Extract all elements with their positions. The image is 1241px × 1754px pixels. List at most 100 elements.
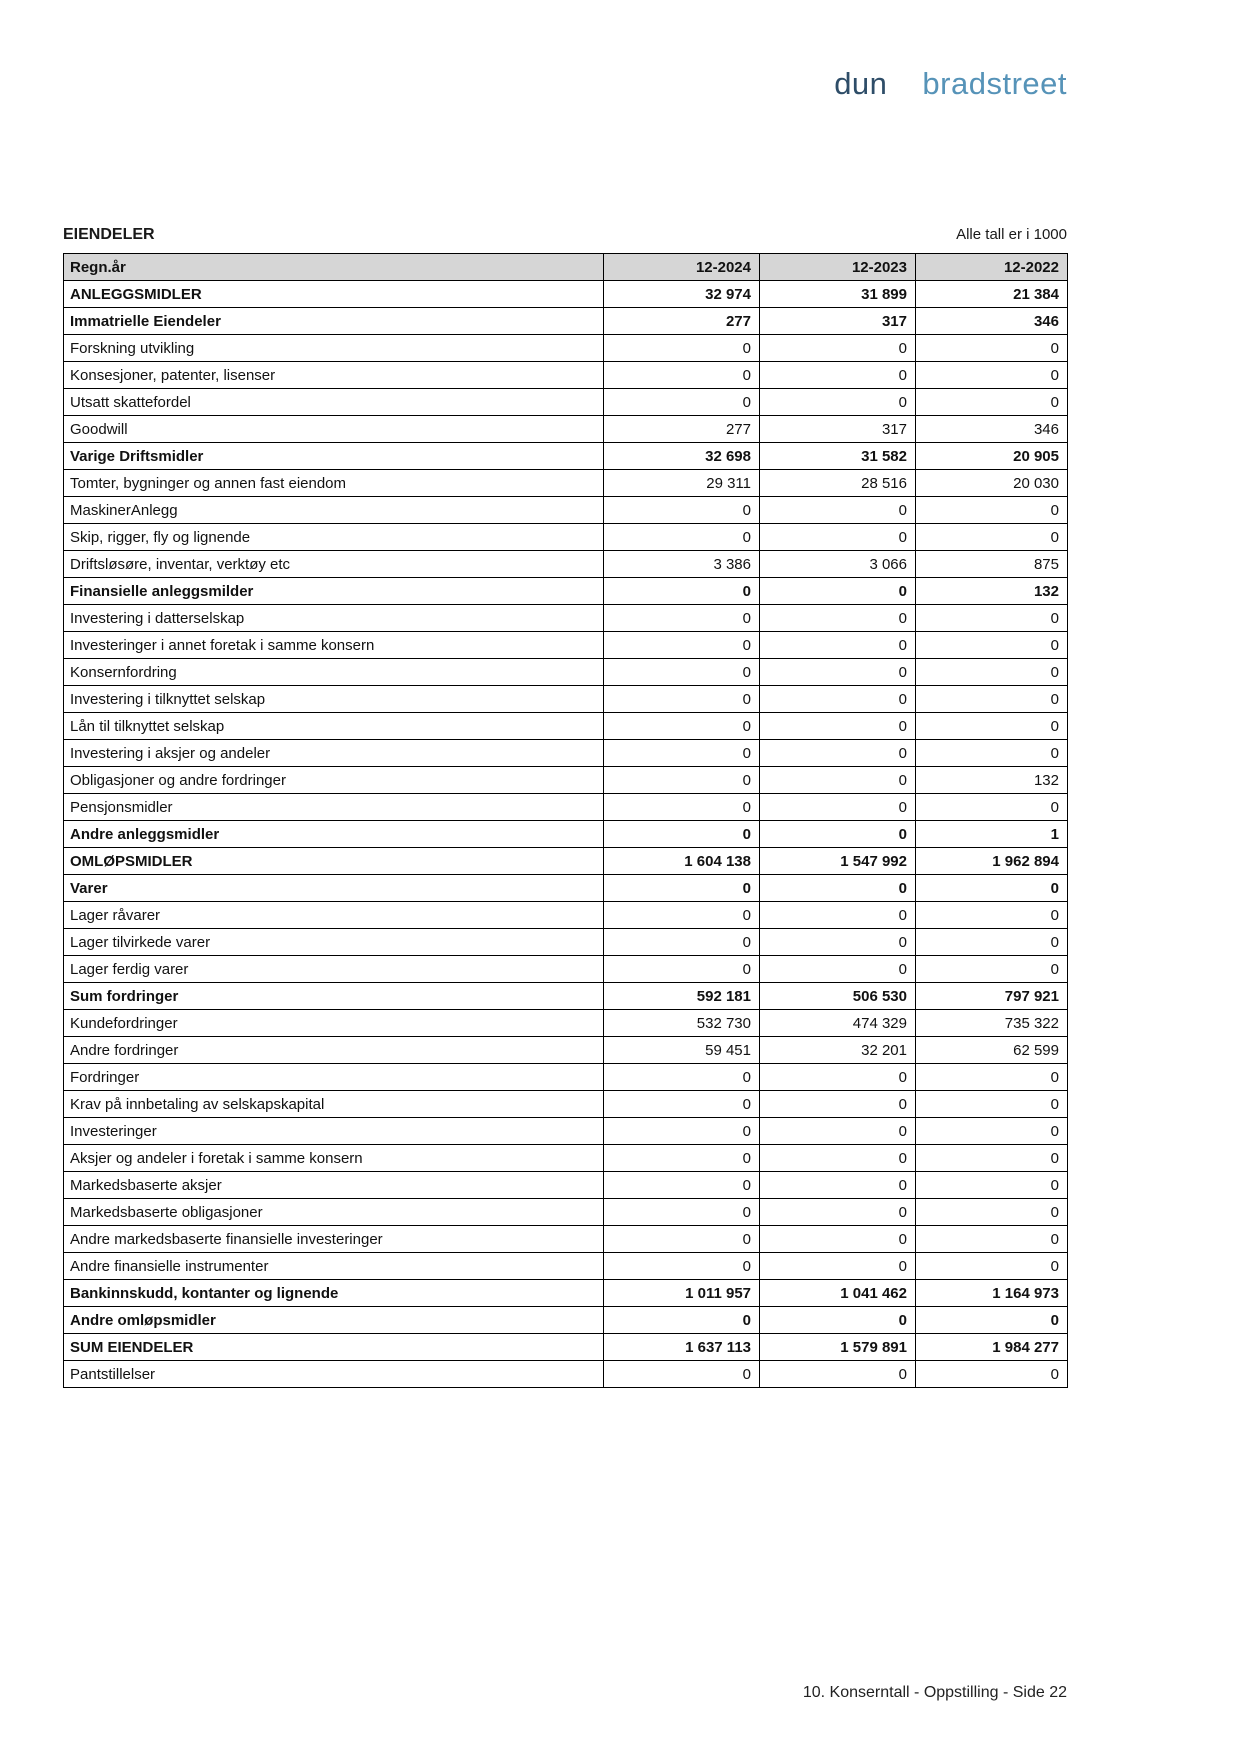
row-label: Goodwill	[63, 415, 604, 443]
table-row: Konsernfordring 0 0 0	[63, 658, 1068, 686]
table-row: SUM EIENDELER 1 637 113 1 579 891 1 984 277	[63, 1333, 1068, 1361]
row-label: Konsernfordring	[63, 658, 604, 686]
row-label: Skip, rigger, fly og lignende	[63, 523, 604, 551]
value-cell: 0	[603, 1144, 760, 1172]
row-label: Sum fordringer	[63, 982, 604, 1010]
value-cell: 0	[759, 1225, 916, 1253]
value-cell: 0	[603, 955, 760, 983]
table-row: Driftsløsøre, inventar, verktøy etc 3 386…	[63, 550, 1068, 578]
table-row: Investeringer 0 0 0	[63, 1117, 1068, 1145]
value-cell: 0	[759, 631, 916, 659]
value-cell: 1 962 894	[915, 847, 1068, 875]
row-label: Andre anleggsmidler	[63, 820, 604, 848]
table-row: Varer 0 0 0	[63, 874, 1068, 902]
value-cell: 0	[759, 928, 916, 956]
value-cell: 0	[759, 1144, 916, 1172]
row-label: Utsatt skattefordel	[63, 388, 604, 416]
value-cell: 0	[603, 901, 760, 929]
value-cell: 0	[759, 820, 916, 848]
table-row: Aksjer og andeler i foretak i samme kons…	[63, 1144, 1068, 1172]
value-cell: 0	[915, 874, 1068, 902]
value-cell: 1 604 138	[603, 847, 760, 875]
units-note: Alle tall er i 1000	[956, 226, 1067, 243]
table-row: Pensjonsmidler 0 0 0	[63, 793, 1068, 821]
value-cell: 1 637 113	[603, 1333, 760, 1361]
row-label: Pantstillelser	[63, 1360, 604, 1388]
value-cell: 0	[759, 658, 916, 686]
value-cell: 28 516	[759, 469, 916, 497]
table-row: Investering i datterselskap 0 0 0	[63, 604, 1068, 632]
table-row: Pantstillelser 0 0 0	[63, 1360, 1068, 1388]
value-cell: 0	[915, 1144, 1068, 1172]
value-cell: 0	[603, 685, 760, 713]
value-cell: 0	[915, 658, 1068, 686]
table-row: Andre finansielle instrumenter 0 0 0	[63, 1252, 1068, 1280]
logo-text-bradstreet: bradstreet	[922, 66, 1067, 101]
table-row: Andre omløpsmidler 0 0 0	[63, 1306, 1068, 1334]
value-cell: 1 984 277	[915, 1333, 1068, 1361]
value-cell: 1 011 957	[603, 1279, 760, 1307]
value-cell: 31 582	[759, 442, 916, 470]
table-row: Krav på innbetaling av selskapskapital 0 0…	[63, 1090, 1068, 1118]
value-cell: 277	[603, 307, 760, 335]
value-cell: 132	[915, 577, 1068, 605]
value-cell: 0	[759, 793, 916, 821]
value-cell: 1 041 462	[759, 1279, 916, 1307]
page-footer: 10. Konserntall - Oppstilling - Side 22	[802, 1684, 1067, 1701]
row-label: Andre omløpsmidler	[63, 1306, 604, 1334]
table-row: Utsatt skattefordel 0 0 0	[63, 388, 1068, 416]
value-cell: 0	[603, 1225, 760, 1253]
row-label: Fordringer	[63, 1063, 604, 1091]
value-cell: 532 730	[603, 1009, 760, 1037]
row-label: Investering i datterselskap	[63, 604, 604, 632]
row-label: Markedsbaserte obligasjoner	[63, 1198, 604, 1226]
value-cell: 0	[603, 334, 760, 362]
value-cell: 0	[915, 1225, 1068, 1253]
value-cell: 0	[603, 793, 760, 821]
logo-row: dun & bradstreet	[63, 59, 1067, 104]
row-label: Bankinnskudd, kontanter og lignende	[63, 1279, 604, 1307]
value-cell: 0	[915, 361, 1068, 389]
value-cell: 0	[603, 1090, 760, 1118]
value-cell: 32 974	[603, 280, 760, 308]
value-cell: 20 030	[915, 469, 1068, 497]
value-cell: 346	[915, 307, 1068, 335]
value-cell: 0	[603, 928, 760, 956]
value-cell: 0	[759, 739, 916, 767]
row-label: Varer	[63, 874, 604, 902]
value-cell: 0	[915, 1063, 1068, 1091]
table-row: Fordringer 0 0 0	[63, 1063, 1068, 1091]
value-cell: 506 530	[759, 982, 916, 1010]
title-row: EIENDELER Alle tall er i 1000	[63, 226, 1067, 244]
row-label: OMLØPSMIDLER	[63, 847, 604, 875]
table-row: OMLØPSMIDLER 1 604 138 1 547 992 1 962 894	[63, 847, 1068, 875]
value-cell: 0	[915, 388, 1068, 416]
value-cell: 0	[603, 1117, 760, 1145]
value-cell: 0	[603, 820, 760, 848]
value-cell: 0	[915, 793, 1068, 821]
value-cell: 0	[759, 334, 916, 362]
value-cell: 0	[915, 604, 1068, 632]
table-row: Markedsbaserte obligasjoner 0 0 0	[63, 1198, 1068, 1226]
table-row: Lager ferdig varer 0 0 0	[63, 955, 1068, 983]
value-cell: 3 066	[759, 550, 916, 578]
value-cell: 474 329	[759, 1009, 916, 1037]
value-cell: 0	[759, 685, 916, 713]
value-cell: 0	[915, 955, 1068, 983]
value-cell: 592 181	[603, 982, 760, 1010]
value-cell: 0	[603, 631, 760, 659]
table-row: Tomter, bygninger og annen fast eiendom 2…	[63, 469, 1068, 497]
row-label: Immatrielle Eiendeler	[63, 307, 604, 335]
value-cell: 1 579 891	[759, 1333, 916, 1361]
value-cell: 0	[759, 388, 916, 416]
value-cell: 0	[603, 577, 760, 605]
value-cell: 0	[603, 1171, 760, 1199]
table-row: Investeringer i annet foretak i samme ko…	[63, 631, 1068, 659]
value-cell: 0	[915, 334, 1068, 362]
row-label: Investeringer i annet foretak i samme ko…	[63, 631, 604, 659]
value-cell: 0	[915, 1252, 1068, 1280]
table-row: Investering i tilknyttet selskap 0 0 0	[63, 685, 1068, 713]
value-cell: 0	[603, 1306, 760, 1334]
row-label: Lån til tilknyttet selskap	[63, 712, 604, 740]
